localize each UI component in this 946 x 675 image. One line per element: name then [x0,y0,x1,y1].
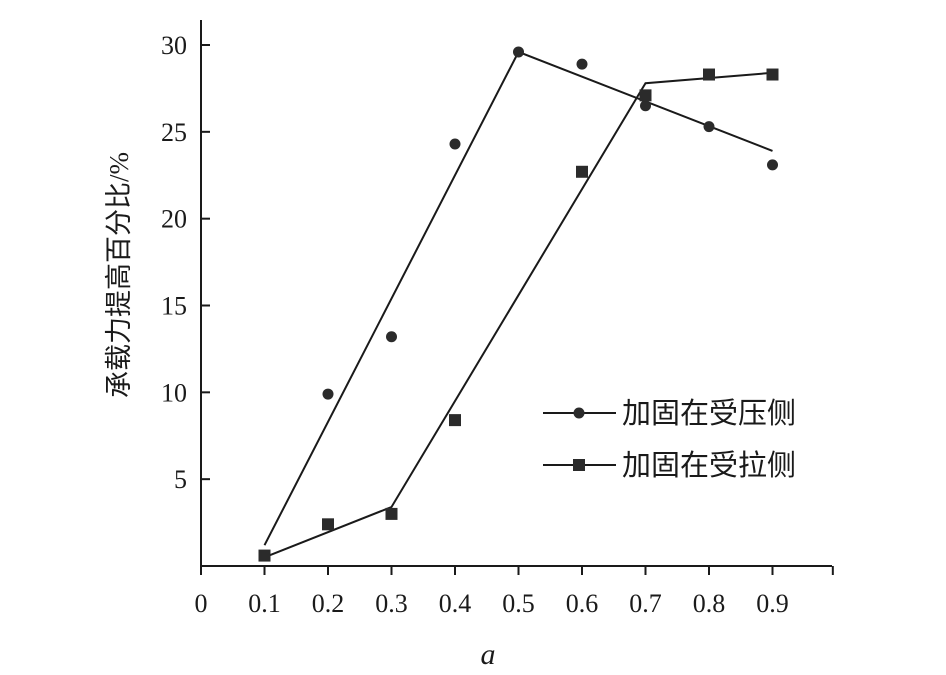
y-tick-label: 15 [161,292,187,321]
data-point-circle [386,331,397,343]
data-point-square [576,165,588,178]
series-2 [258,68,779,562]
data-point-square [258,549,271,562]
data-point-square [639,89,652,102]
legend-entry: 加固在受拉侧 [543,448,796,482]
data-point-square [449,414,461,427]
series-1 [259,46,778,562]
y-tick-label: 5 [174,465,187,494]
data-point-circle [767,159,778,171]
legend-label: 加固在受拉侧 [622,448,796,482]
y-tick-label: 30 [161,31,187,60]
data-point-circle [703,121,715,133]
x-tick-label: 0.2 [312,589,345,618]
y-ticks: 5 10 15 20 25 30 [161,31,210,494]
y-tick-label: 10 [161,378,187,407]
data-point-square [322,518,334,531]
x-tick-label: 0.7 [629,589,662,618]
data-point-square [703,68,715,81]
legend-entry: 加固在受压侧 [543,396,796,430]
data-point-circle [640,100,651,112]
x-tick-label: 0.5 [502,589,535,618]
legend-marker [573,459,585,471]
legend-label: 加固在受压侧 [622,396,796,430]
x-tick-label: 0.1 [248,589,281,618]
y-axis-label: 承载力提高百分比/% [104,152,134,398]
data-point-square [766,68,779,81]
x-ticks: 0 0.1 0.2 0.3 0.4 0.5 0.6 0.7 0.8 0.9 [195,566,834,618]
data-point-square [385,507,398,520]
series-layer [258,46,779,562]
data-point-circle [322,388,334,400]
x-tick-label: 0.9 [756,589,789,618]
legend-marker [573,407,585,419]
x-tick-label: 0.4 [439,589,472,618]
y-tick-label: 20 [161,205,187,234]
x-tick-label: 0.8 [693,589,726,618]
x-tick-label: 0.6 [566,589,599,618]
x-axis-label: a [481,638,496,671]
series-fit-line [264,71,773,559]
data-point-circle [449,138,461,150]
x-tick-label: 0 [195,589,208,618]
data-point-circle [513,46,524,58]
x-tick-label: 0.3 [375,589,408,618]
y-tick-label: 25 [161,118,187,147]
data-point-circle [576,58,588,70]
